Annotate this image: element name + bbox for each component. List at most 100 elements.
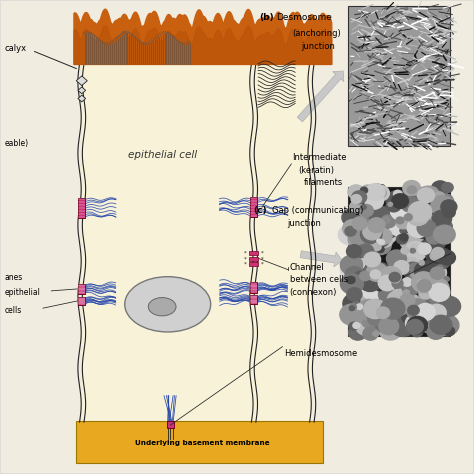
- Circle shape: [431, 196, 455, 216]
- Circle shape: [395, 208, 415, 226]
- Circle shape: [378, 275, 396, 291]
- Circle shape: [352, 273, 365, 284]
- Circle shape: [439, 288, 444, 292]
- Circle shape: [387, 234, 396, 241]
- Circle shape: [373, 331, 379, 337]
- Circle shape: [375, 270, 400, 292]
- Circle shape: [418, 280, 426, 287]
- Circle shape: [420, 245, 432, 255]
- Text: epithelial cell: epithelial cell: [128, 150, 197, 160]
- Text: epithelial: epithelial: [4, 288, 40, 297]
- Circle shape: [444, 276, 449, 282]
- Circle shape: [368, 186, 379, 196]
- Circle shape: [417, 280, 431, 292]
- Circle shape: [403, 290, 410, 296]
- Circle shape: [349, 322, 358, 330]
- Circle shape: [387, 273, 393, 279]
- Circle shape: [383, 212, 407, 232]
- Circle shape: [379, 236, 392, 247]
- Circle shape: [388, 264, 393, 269]
- Circle shape: [368, 218, 385, 233]
- Circle shape: [390, 217, 404, 229]
- Circle shape: [378, 306, 402, 327]
- Circle shape: [370, 277, 387, 292]
- Circle shape: [355, 271, 365, 280]
- Circle shape: [416, 225, 432, 238]
- Circle shape: [407, 186, 416, 194]
- Circle shape: [343, 293, 366, 313]
- Circle shape: [447, 238, 452, 242]
- Circle shape: [394, 211, 404, 220]
- Circle shape: [385, 310, 393, 317]
- Text: Gap (communicating): Gap (communicating): [272, 206, 363, 215]
- Circle shape: [402, 261, 411, 269]
- Circle shape: [348, 258, 366, 274]
- Circle shape: [374, 188, 386, 198]
- Circle shape: [426, 248, 444, 264]
- Circle shape: [374, 321, 385, 330]
- Circle shape: [370, 281, 386, 294]
- Circle shape: [355, 189, 363, 196]
- Circle shape: [343, 219, 364, 237]
- Circle shape: [424, 197, 429, 201]
- Circle shape: [373, 228, 392, 245]
- Polygon shape: [78, 87, 86, 94]
- Text: *: *: [243, 251, 246, 256]
- Circle shape: [431, 181, 449, 196]
- Circle shape: [407, 319, 423, 334]
- Circle shape: [405, 210, 413, 216]
- Circle shape: [419, 240, 437, 255]
- Circle shape: [364, 248, 373, 255]
- Bar: [78, 198, 85, 218]
- Circle shape: [350, 304, 356, 310]
- Circle shape: [363, 327, 378, 340]
- Circle shape: [423, 194, 438, 208]
- Circle shape: [401, 207, 419, 222]
- Circle shape: [369, 291, 390, 309]
- Text: calyx: calyx: [4, 44, 26, 53]
- Circle shape: [438, 296, 461, 316]
- Circle shape: [386, 250, 406, 267]
- Polygon shape: [78, 95, 86, 102]
- Circle shape: [377, 246, 384, 253]
- Circle shape: [386, 206, 406, 224]
- Circle shape: [378, 227, 397, 244]
- Circle shape: [400, 294, 415, 307]
- Circle shape: [353, 322, 360, 328]
- Circle shape: [394, 303, 402, 310]
- Circle shape: [423, 300, 429, 305]
- Circle shape: [351, 264, 374, 285]
- Circle shape: [356, 317, 377, 335]
- Circle shape: [418, 243, 431, 255]
- Circle shape: [415, 261, 437, 281]
- Circle shape: [349, 321, 364, 334]
- Circle shape: [401, 257, 419, 273]
- Circle shape: [392, 218, 399, 224]
- Circle shape: [423, 312, 441, 328]
- Circle shape: [405, 315, 424, 331]
- Circle shape: [381, 298, 405, 319]
- Circle shape: [386, 199, 401, 212]
- Circle shape: [417, 220, 436, 237]
- Circle shape: [437, 212, 445, 219]
- Text: between cells: between cells: [290, 275, 348, 284]
- Bar: [82, 64, 312, 422]
- Circle shape: [360, 256, 382, 275]
- Circle shape: [349, 325, 367, 340]
- Circle shape: [347, 250, 356, 258]
- Circle shape: [349, 215, 363, 227]
- Circle shape: [408, 305, 419, 315]
- Circle shape: [405, 196, 422, 212]
- Circle shape: [400, 278, 420, 295]
- Circle shape: [387, 205, 406, 221]
- Circle shape: [437, 265, 443, 271]
- Circle shape: [360, 185, 375, 198]
- Circle shape: [376, 298, 390, 310]
- Circle shape: [391, 301, 408, 315]
- Circle shape: [396, 321, 413, 337]
- Circle shape: [370, 221, 386, 235]
- Circle shape: [365, 193, 383, 209]
- Circle shape: [400, 294, 423, 315]
- Circle shape: [434, 228, 439, 234]
- Text: anes: anes: [4, 273, 22, 283]
